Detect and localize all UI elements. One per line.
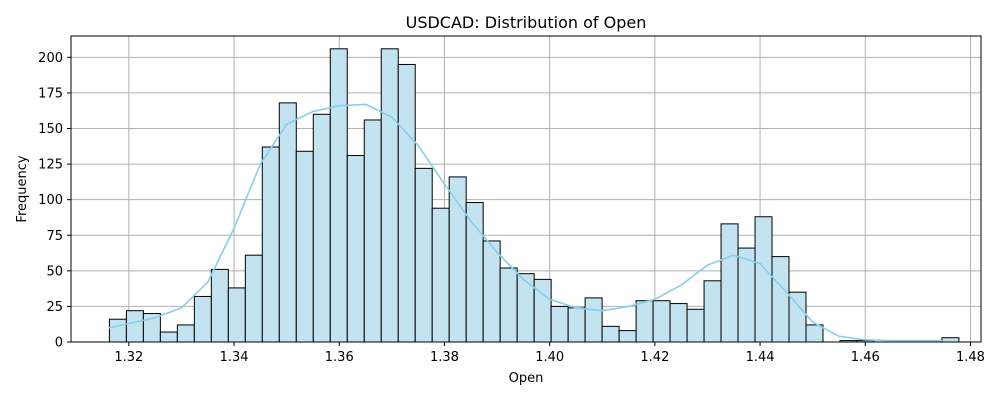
histogram-bars (108, 48, 960, 343)
histogram-bar (482, 240, 501, 343)
histogram-bar (380, 48, 399, 343)
x-tick-label: 1.38 (430, 350, 459, 365)
x-tick-label: 1.32 (114, 350, 143, 365)
histogram-bar (397, 63, 416, 343)
histogram-bar (329, 48, 348, 343)
histogram-bar (805, 324, 824, 343)
histogram-bar (210, 268, 229, 343)
histogram-bar (278, 102, 297, 343)
kde-line (108, 103, 943, 342)
histogram-bar (516, 273, 535, 343)
histogram-bar (618, 330, 637, 343)
y-tick-label: 150 (38, 122, 63, 137)
y-tick-label: 100 (38, 193, 63, 208)
histogram-bar (788, 291, 807, 343)
histogram-bar (227, 287, 246, 343)
histogram-bar (414, 167, 433, 343)
x-tick-label: 1.34 (220, 350, 249, 365)
histogram-bar (601, 325, 620, 343)
y-tick-label: 75 (46, 229, 63, 244)
histogram-bar (159, 331, 178, 343)
x-axis-label: Open (509, 371, 544, 386)
y-tick-label: 125 (38, 158, 63, 173)
histogram-bar (550, 305, 569, 343)
y-axis-ticks: 0 25 50 75 100 125 150 175 200 (38, 51, 71, 351)
histogram-bar (754, 216, 773, 343)
y-tick-label: 25 (46, 300, 63, 315)
histogram-bar (635, 300, 654, 343)
histogram-bar (176, 324, 195, 343)
histogram-bar (363, 119, 382, 343)
x-tick-label: 1.48 (956, 350, 985, 365)
histogram-bar (261, 146, 280, 343)
y-tick-label: 50 (46, 264, 63, 279)
chart-title: USDCAD: Distribution of Open (406, 13, 647, 32)
x-axis-ticks: 1.32 1.34 1.36 1.38 1.40 1.42 1.44 1.46 1.48 (114, 342, 985, 365)
x-tick-label: 1.46 (851, 350, 880, 365)
histogram-bar (686, 308, 705, 343)
x-tick-label: 1.36 (325, 350, 354, 365)
x-tick-label: 1.40 (535, 350, 564, 365)
histogram-bar (465, 202, 484, 343)
histogram-bar (244, 254, 263, 343)
histogram-bar (652, 300, 671, 343)
y-axis-label: Frequency (15, 155, 30, 222)
plot-frame (70, 35, 982, 343)
histogram-bar (567, 307, 586, 343)
histogram-bar (431, 207, 450, 343)
histogram-bar (312, 113, 331, 343)
histogram-bar (499, 267, 518, 343)
histogram-bar (295, 150, 314, 343)
histogram-bar (737, 247, 756, 343)
y-tick-label: 0 (55, 336, 63, 351)
histogram-bar (703, 280, 722, 343)
y-tick-label: 175 (38, 86, 63, 101)
kde-curve-group (108, 103, 943, 342)
x-tick-label: 1.42 (640, 350, 669, 365)
histogram-bar (108, 318, 127, 343)
histogram-bar (346, 155, 365, 343)
y-tick-label: 200 (38, 51, 63, 66)
histogram-bar (584, 297, 603, 343)
histogram-bar (941, 337, 960, 343)
histogram-bar (193, 295, 212, 343)
histogram-bar (771, 256, 790, 343)
histogram-bar (720, 223, 739, 343)
histogram-bar (669, 303, 688, 343)
x-tick-label: 1.44 (746, 350, 775, 365)
histogram-bar (125, 310, 144, 343)
